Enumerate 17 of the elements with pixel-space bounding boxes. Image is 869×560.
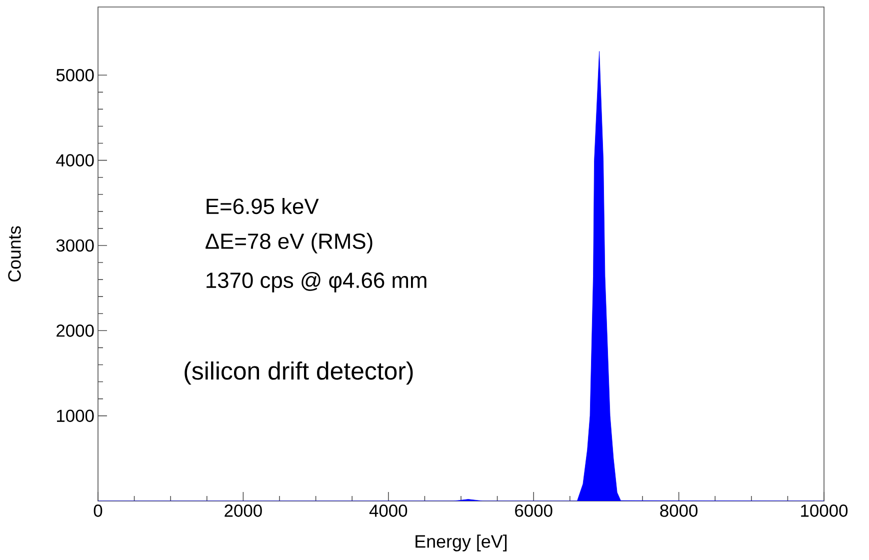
annotation: (silicon drift detector) [184,361,413,385]
x-tick-label: 2000 [224,504,262,517]
y-tick-label: 5000 [56,68,94,82]
x-tick-label: 0 [94,504,102,517]
y-tick-label: 3000 [56,239,94,252]
x-tick-label: 10000 [801,504,848,517]
y-axis-title: Counts [8,226,21,282]
annotation: ΔE=78 eV (RMS) [206,232,372,254]
x-tick-label: 8000 [660,504,698,517]
y-tick-label: 2000 [56,324,94,337]
y-tick-label: 4000 [56,154,94,166]
y-tick-label: 1000 [57,410,94,422]
x-axis-title: Energy [eV] [416,534,507,552]
x-tick-label: 4000 [369,504,408,517]
annotation: E=6.95 keV [206,198,319,214]
annotation: 1370 cps @ φ4.66 mm [206,272,426,292]
x-tick-label: 6000 [515,504,552,517]
